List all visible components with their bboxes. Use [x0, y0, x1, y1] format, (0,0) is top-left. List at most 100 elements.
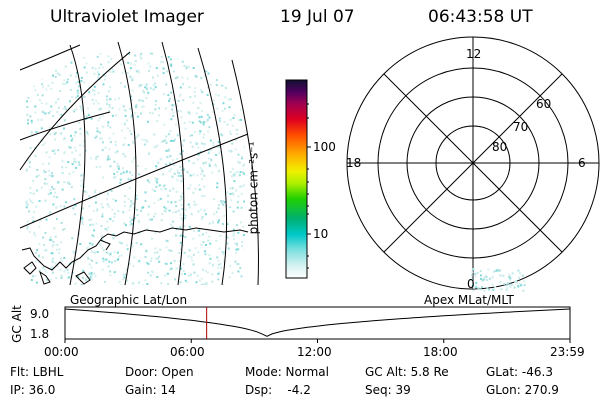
- emission-speck: [96, 130, 99, 133]
- emission-speck: [205, 231, 208, 234]
- emission-speck: [117, 97, 120, 100]
- emission-speck: [103, 78, 106, 81]
- emission-speck: [27, 77, 30, 80]
- emission-speck: [169, 58, 172, 61]
- emission-speck: [217, 207, 220, 210]
- emission-speck: [189, 184, 192, 187]
- emission-speck: [44, 232, 47, 234]
- emission-speck: [59, 132, 62, 135]
- emission-speck: [205, 70, 208, 73]
- emission-speck: [57, 98, 60, 101]
- emission-speck: [129, 67, 132, 70]
- emission-speck: [165, 141, 168, 144]
- emission-speck: [94, 196, 97, 199]
- emission-speck: [64, 65, 67, 68]
- emission-speck: [217, 263, 220, 266]
- emission-speck: [180, 267, 183, 270]
- emission-speck: [182, 262, 185, 265]
- emission-speck: [61, 188, 64, 191]
- emission-speck: [165, 210, 168, 213]
- emission-speck: [94, 189, 97, 192]
- emission-speck: [231, 142, 234, 145]
- emission-speck: [60, 277, 63, 279]
- polar-emission-speck: [517, 285, 520, 287]
- emission-speck: [26, 51, 28, 52]
- emission-speck: [51, 259, 54, 262]
- emission-speck: [119, 178, 122, 181]
- emission-speck: [208, 254, 211, 256]
- emission-speck: [63, 270, 66, 273]
- emission-speck: [148, 181, 151, 184]
- emission-speck: [122, 153, 125, 156]
- emission-speck: [44, 269, 47, 272]
- emission-speck: [38, 200, 41, 202]
- emission-speck: [34, 105, 37, 108]
- emission-speck: [108, 110, 111, 113]
- emission-speck: [177, 57, 180, 60]
- emission-speck: [181, 244, 184, 247]
- emission-speck: [208, 149, 211, 152]
- emission-speck: [204, 74, 207, 77]
- emission-speck: [138, 71, 141, 74]
- emission-speck: [202, 241, 205, 244]
- status-filter: Flt: LBHL: [10, 365, 64, 379]
- polar-emission-speck: [517, 269, 520, 272]
- emission-speck: [205, 120, 208, 123]
- polar-emission-speck: [507, 282, 510, 285]
- timeline-xtick-4: 23:59: [550, 345, 585, 359]
- emission-speck: [197, 107, 200, 109]
- emission-speck: [177, 209, 180, 212]
- emission-speck: [112, 70, 115, 73]
- emission-speck: [129, 75, 132, 78]
- emission-speck: [34, 51, 37, 54]
- emission-speck: [231, 187, 234, 190]
- emission-speck: [90, 218, 93, 221]
- emission-speck: [90, 117, 93, 120]
- status-gc-alt: GC Alt: 5.8 Re: [365, 365, 449, 379]
- emission-speck: [221, 76, 224, 79]
- emission-speck: [192, 101, 195, 104]
- emission-speck: [180, 169, 183, 172]
- emission-speck: [226, 191, 229, 194]
- emission-speck: [150, 218, 153, 221]
- emission-speck: [217, 267, 220, 270]
- emission-speck: [182, 144, 184, 147]
- polar-emission-speck: [491, 276, 494, 279]
- emission-speck: [97, 92, 100, 94]
- emission-speck: [176, 104, 179, 107]
- emission-speck: [172, 115, 175, 117]
- emission-speck: [59, 205, 62, 208]
- emission-speck: [192, 237, 195, 240]
- emission-speck: [45, 271, 48, 274]
- emission-speck: [236, 242, 238, 245]
- emission-speck: [192, 173, 195, 176]
- emission-speck: [154, 86, 157, 89]
- emission-speck: [120, 82, 123, 84]
- emission-speck: [126, 279, 129, 282]
- emission-speck: [127, 198, 130, 200]
- emission-speck: [107, 205, 110, 208]
- emission-speck: [133, 63, 136, 66]
- emission-speck: [102, 176, 105, 179]
- emission-speck: [183, 64, 186, 67]
- emission-speck: [226, 223, 229, 226]
- emission-speck: [141, 138, 144, 141]
- emission-speck: [153, 146, 156, 149]
- emission-speck: [120, 284, 123, 285]
- emission-speck: [163, 209, 166, 212]
- emission-speck: [130, 98, 133, 101]
- emission-speck: [246, 240, 248, 242]
- emission-speck: [34, 234, 37, 237]
- emission-speck: [170, 64, 173, 67]
- emission-speck: [234, 53, 237, 56]
- emission-speck: [155, 165, 158, 167]
- emission-speck: [129, 205, 132, 208]
- emission-speck: [108, 148, 111, 151]
- emission-speck: [75, 96, 78, 99]
- emission-speck: [42, 236, 45, 239]
- emission-speck: [221, 251, 224, 253]
- emission-speck: [62, 82, 64, 85]
- emission-speck: [233, 180, 236, 183]
- emission-speck: [229, 130, 232, 133]
- emission-speck: [130, 116, 133, 119]
